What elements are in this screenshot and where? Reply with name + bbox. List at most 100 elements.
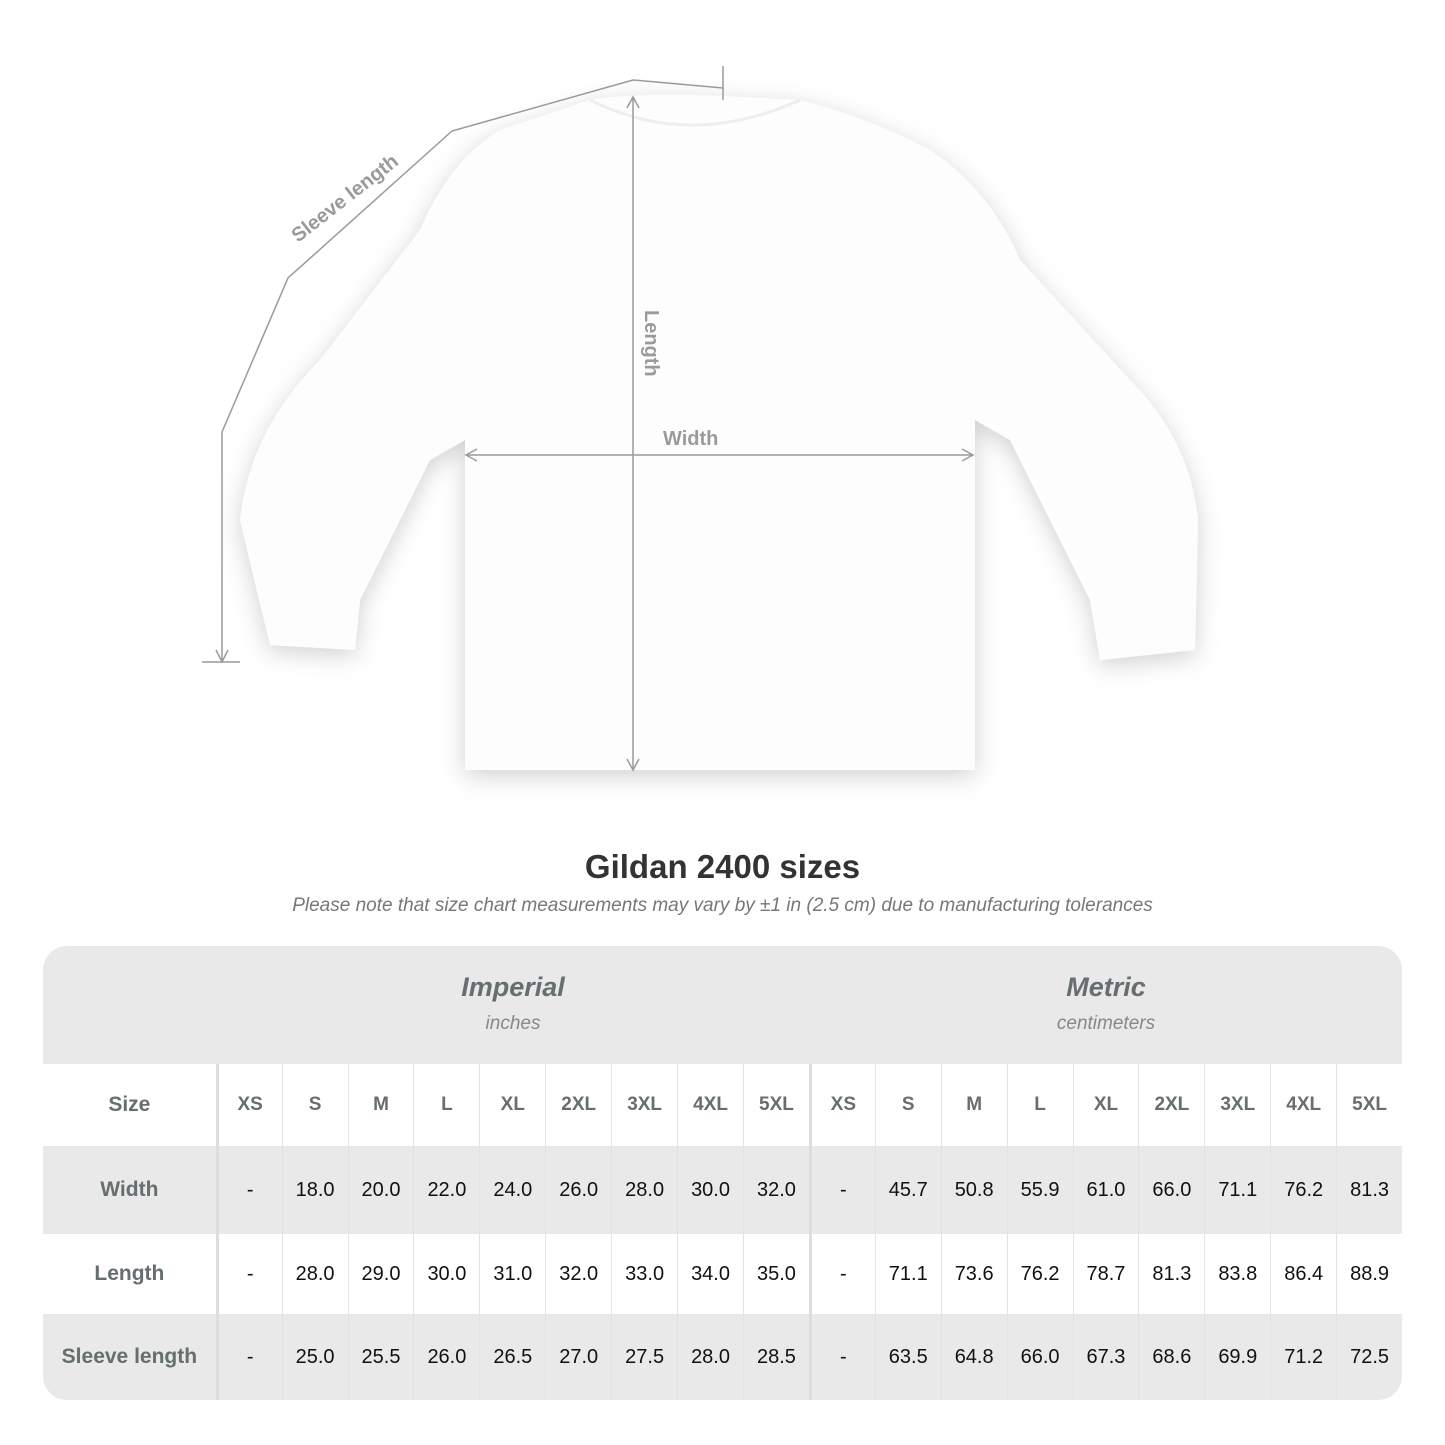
- table-cell: 20.0: [347, 1146, 414, 1234]
- table-cell: 28.0: [677, 1314, 743, 1400]
- size-column-header: 5XL: [1336, 1064, 1402, 1146]
- table-cell: 28.0: [281, 1234, 348, 1314]
- imperial-title: Imperial: [461, 972, 565, 1002]
- table-cell: 31.0: [479, 1234, 545, 1314]
- size-column-header: XL: [479, 1064, 545, 1146]
- table-cell: -: [808, 1314, 875, 1400]
- table-cell: 22.0: [413, 1146, 479, 1234]
- size-column-header: 4XL: [1270, 1064, 1336, 1146]
- table-cell: 83.8: [1204, 1234, 1270, 1314]
- table-cell: 25.0: [281, 1314, 348, 1400]
- size-column-header: 3XL: [611, 1064, 677, 1146]
- size-column-header: XS: [808, 1064, 875, 1146]
- shirt-shape: [240, 94, 1198, 770]
- metric-title: Metric: [1066, 972, 1146, 1002]
- table-cell: 32.0: [742, 1146, 809, 1234]
- size-column-header: M: [347, 1064, 414, 1146]
- table-cell: 66.0: [1138, 1146, 1204, 1234]
- size-table: Imperial inches Metric centimeters Size X…: [43, 946, 1402, 1400]
- table-cell: 34.0: [677, 1234, 743, 1314]
- table-cell: 30.0: [413, 1234, 479, 1314]
- size-column-header: M: [940, 1064, 1007, 1146]
- table-cell: 64.8: [940, 1314, 1007, 1400]
- table-cell: 30.0: [677, 1146, 743, 1234]
- table-cell: 81.3: [1336, 1146, 1402, 1234]
- table-cell: 26.5: [479, 1314, 545, 1400]
- table-cell: 78.7: [1072, 1234, 1139, 1314]
- table-cell: 67.3: [1072, 1314, 1139, 1400]
- table-cell: 33.0: [611, 1234, 677, 1314]
- table-cell: 73.6: [940, 1234, 1007, 1314]
- table-cell: 71.2: [1270, 1314, 1336, 1400]
- table-cell: -: [808, 1146, 875, 1234]
- sleeve-arrowhead: [215, 649, 229, 664]
- table-cell: 27.0: [545, 1314, 611, 1400]
- width-arrowheads: [464, 448, 975, 462]
- size-column-header: XS: [215, 1064, 282, 1146]
- table-cell: 71.1: [874, 1234, 941, 1314]
- table-cell: 27.5: [611, 1314, 677, 1400]
- table-cell: 66.0: [1006, 1314, 1073, 1400]
- page-title: Gildan 2400 sizes: [584, 848, 861, 885]
- table-header-band: [43, 946, 1402, 1064]
- sleeve-measure-line: [221, 79, 724, 660]
- size-column-header: 3XL: [1204, 1064, 1270, 1146]
- table-cell: 32.0: [545, 1234, 611, 1314]
- table-cell: 25.5: [347, 1314, 414, 1400]
- table-cell: 29.0: [347, 1234, 414, 1314]
- size-column-header: 5XL: [742, 1064, 809, 1146]
- size-column-header: XL: [1072, 1064, 1139, 1146]
- table-cell: 76.2: [1270, 1146, 1336, 1234]
- table-cell: 76.2: [1006, 1234, 1073, 1314]
- table-cell: -: [215, 1314, 282, 1400]
- shirt-diagram: Sleeve length Length Width: [202, 66, 1198, 772]
- table-cell: 24.0: [479, 1146, 545, 1234]
- table-cell: 68.6: [1138, 1314, 1204, 1400]
- size-column-header: S: [281, 1064, 348, 1146]
- table-cell: 72.5: [1336, 1314, 1402, 1400]
- table-cell: 81.3: [1138, 1234, 1204, 1314]
- table-row: Length -28.0 29.0 30.0 31.0 32.0 33.0 34.0 35.0-…: [43, 1234, 1402, 1314]
- shirt-collar: [589, 98, 801, 127]
- table-cell: 26.0: [545, 1146, 611, 1234]
- imperial-header: Imperial inches: [216, 946, 810, 1064]
- size-column-header: 2XL: [545, 1064, 611, 1146]
- imperial-unit: inches: [485, 1013, 541, 1034]
- tolerance-note: Please note that size chart measurements…: [292, 895, 1153, 916]
- size-column-header: S: [874, 1064, 941, 1146]
- length-label: Length: [640, 310, 662, 377]
- table-cell: 18.0: [281, 1146, 348, 1234]
- table-cell: 71.1: [1204, 1146, 1270, 1234]
- size-column-header: 2XL: [1138, 1064, 1204, 1146]
- table-cell: -: [215, 1234, 282, 1314]
- table-cell: 45.7: [874, 1146, 941, 1234]
- table-row: Sleeve length -25.0 25.5 26.0 26.5 27.0 27.5 28…: [43, 1314, 1402, 1400]
- size-column-header: 4XL: [677, 1064, 743, 1146]
- metric-header: Metric centimeters: [810, 946, 1402, 1064]
- table-cell: -: [215, 1146, 282, 1234]
- table-cell: 26.0: [413, 1314, 479, 1400]
- sleeve-label: Sleeve length: [288, 150, 403, 247]
- length-arrowheads: [626, 95, 640, 772]
- size-column-header: L: [1006, 1064, 1073, 1146]
- table-cell: 28.5: [742, 1314, 809, 1400]
- table-cell: 86.4: [1270, 1234, 1336, 1314]
- size-column-header: L: [413, 1064, 479, 1146]
- table-cell: 88.9: [1336, 1234, 1402, 1314]
- row-label: Sleeve length: [61, 1345, 198, 1368]
- table-cell: 61.0: [1072, 1146, 1139, 1234]
- table-cell: 55.9: [1006, 1146, 1073, 1234]
- table-cell: 28.0: [611, 1146, 677, 1234]
- width-label: Width: [663, 428, 718, 450]
- table-cell: 50.8: [940, 1146, 1007, 1234]
- table-cell: 35.0: [742, 1234, 809, 1314]
- row-label: Width: [100, 1178, 159, 1201]
- table-cell: 63.5: [874, 1314, 941, 1400]
- size-header-row: Size XS S M L XL 2XL 3XL 4XL 5XL XS S M L XL 2XL 3XL 4XL 5…: [43, 1064, 1402, 1146]
- row-label: Size: [108, 1093, 151, 1116]
- table-row: Width -18.0 20.0 22.0 24.0 26.0 28.0 30.0 32.0-4…: [43, 1146, 1402, 1234]
- metric-unit: centimeters: [1056, 1013, 1156, 1034]
- row-label: Length: [94, 1262, 165, 1285]
- table-cell: -: [808, 1234, 875, 1314]
- table-cell: 69.9: [1204, 1314, 1270, 1400]
